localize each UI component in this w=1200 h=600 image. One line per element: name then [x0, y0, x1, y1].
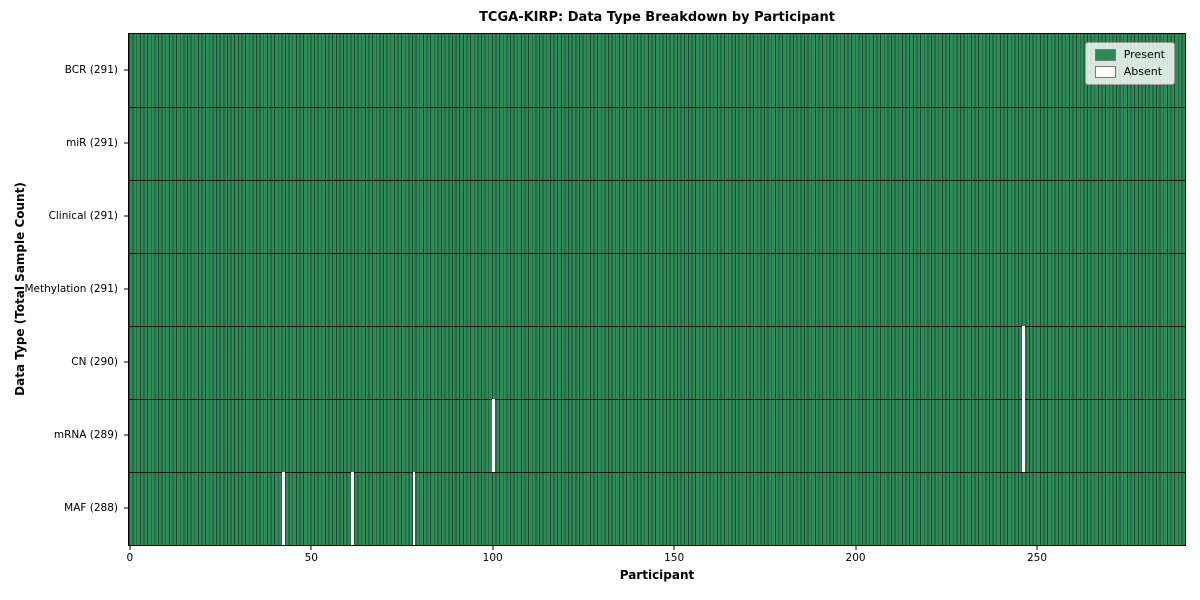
y-tick-label-Methylation: Methylation (291)	[24, 282, 118, 295]
row-divider	[129, 326, 1185, 328]
y-tick-label-Clinical: Clinical (291)	[48, 209, 118, 222]
absent-markers-layer	[129, 34, 1185, 545]
x-axis-ticks: 0 50 100 150 200 250	[126, 546, 1186, 568]
legend-label-present: Present	[1123, 48, 1165, 61]
absent-marker-MAF-78	[412, 472, 416, 545]
row-dividers-layer	[129, 34, 1185, 545]
y-tick-label-CN: CN (290)	[71, 355, 118, 368]
y-tick-mark	[124, 507, 128, 508]
y-tick-mark	[124, 288, 128, 289]
y-tick-mark	[124, 69, 128, 70]
absent-marker-mRNA-100	[492, 399, 496, 472]
row-divider	[129, 107, 1185, 109]
absent-marker-mRNA-246	[1022, 399, 1025, 472]
y-tick-mark	[124, 434, 128, 435]
y-tick-mark	[124, 142, 128, 143]
x-tick-label-250: 250	[1026, 552, 1048, 564]
x-axis-label: Participant	[619, 568, 695, 582]
x-tick-mark	[673, 546, 675, 550]
plot-area: Present Absent	[128, 33, 1186, 546]
y-tick-label-BCR: BCR (291)	[64, 63, 118, 76]
absent-marker-MAF-42	[281, 472, 285, 545]
absent-marker-CN-246	[1022, 326, 1025, 399]
x-tick-mark	[129, 546, 131, 550]
x-tick-label-150: 150	[664, 552, 685, 564]
chart-title: TCGA-KIRP: Data Type Breakdown by Partic…	[479, 10, 835, 25]
row-divider	[129, 399, 1185, 401]
x-tick-mark	[492, 546, 494, 550]
absent-swatch-icon	[1094, 66, 1116, 78]
x-tick-mark	[310, 546, 312, 550]
legend: Present Absent	[1084, 42, 1175, 85]
x-tick-label-100: 100	[482, 552, 503, 564]
row-divider	[129, 472, 1185, 474]
absent-marker-MAF-61	[350, 472, 354, 545]
legend-entry-absent: Absent	[1094, 65, 1165, 78]
y-tick-label-MAF: MAF (288)	[64, 501, 118, 514]
y-tick-label-miR: miR (291)	[65, 136, 118, 149]
y-tick-mark	[124, 361, 128, 362]
y-tick-label-mRNA: mRNA (289)	[53, 428, 118, 441]
x-tick-label-200: 200	[845, 552, 866, 564]
legend-entry-present: Present	[1094, 48, 1165, 61]
x-tick-label-0: 0	[126, 552, 134, 564]
row-divider	[129, 180, 1185, 182]
present-swatch-icon	[1094, 49, 1116, 61]
row-divider	[129, 253, 1185, 255]
legend-label-absent: Absent	[1123, 65, 1163, 78]
y-axis-ticks: BCR (291) miR (291) Clinical (291) Methylat…	[0, 33, 128, 546]
y-tick-mark	[124, 215, 128, 216]
x-tick-mark	[1036, 546, 1038, 550]
x-tick-mark	[855, 546, 857, 550]
x-tick-label-50: 50	[304, 552, 318, 564]
